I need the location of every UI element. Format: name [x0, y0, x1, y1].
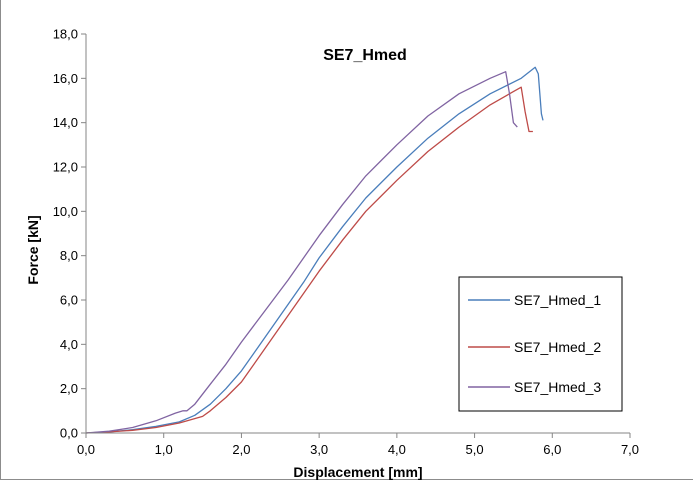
y-tick-label: 8,0	[60, 248, 78, 263]
legend-label-3: SE7_Hmed_3	[514, 379, 601, 395]
chart-title: SE7_Hmed	[323, 47, 407, 64]
y-axis-title: Force [kN]	[25, 215, 41, 284]
series-line-1	[85, 66, 544, 434]
x-tick-label: 3,0	[310, 442, 328, 457]
y-axis: 0,0 2,0 4,0 6,0 8,0 10,0 12,0 14,0 16,0 18,0	[53, 27, 87, 441]
y-tick-label: 12,0	[53, 160, 78, 175]
series-line-3	[85, 71, 518, 434]
plot-area	[85, 66, 544, 434]
x-axis: 0,0 1,0 2,0 3,0 4,0 5,0 6,0 7,0	[77, 432, 639, 457]
y-tick-label: 14,0	[53, 115, 78, 130]
legend-label-2: SE7_Hmed_2	[514, 339, 601, 355]
x-tick-label: 2,0	[232, 442, 250, 457]
legend-label-1: SE7_Hmed_1	[514, 292, 601, 308]
y-tick-label: 0,0	[60, 426, 78, 441]
y-tick-label: 2,0	[60, 381, 78, 396]
x-tick-label: 0,0	[77, 442, 95, 457]
x-tick-label: 6,0	[543, 442, 561, 457]
x-axis-title: Displacement [mm]	[293, 464, 422, 480]
x-tick-label: 4,0	[388, 442, 406, 457]
y-tick-label: 6,0	[60, 293, 78, 308]
x-tick-label: 5,0	[466, 442, 484, 457]
x-tick-label: 7,0	[621, 442, 639, 457]
x-tick-label: 1,0	[155, 442, 173, 457]
y-tick-label: 10,0	[53, 204, 78, 219]
series-line-2	[85, 86, 533, 434]
legend: SE7_Hmed_1 SE7_Hmed_2 SE7_Hmed_3	[458, 276, 623, 412]
y-tick-label: 16,0	[53, 71, 78, 86]
y-tick-label: 4,0	[60, 337, 78, 352]
y-tick-label: 18,0	[53, 27, 78, 42]
